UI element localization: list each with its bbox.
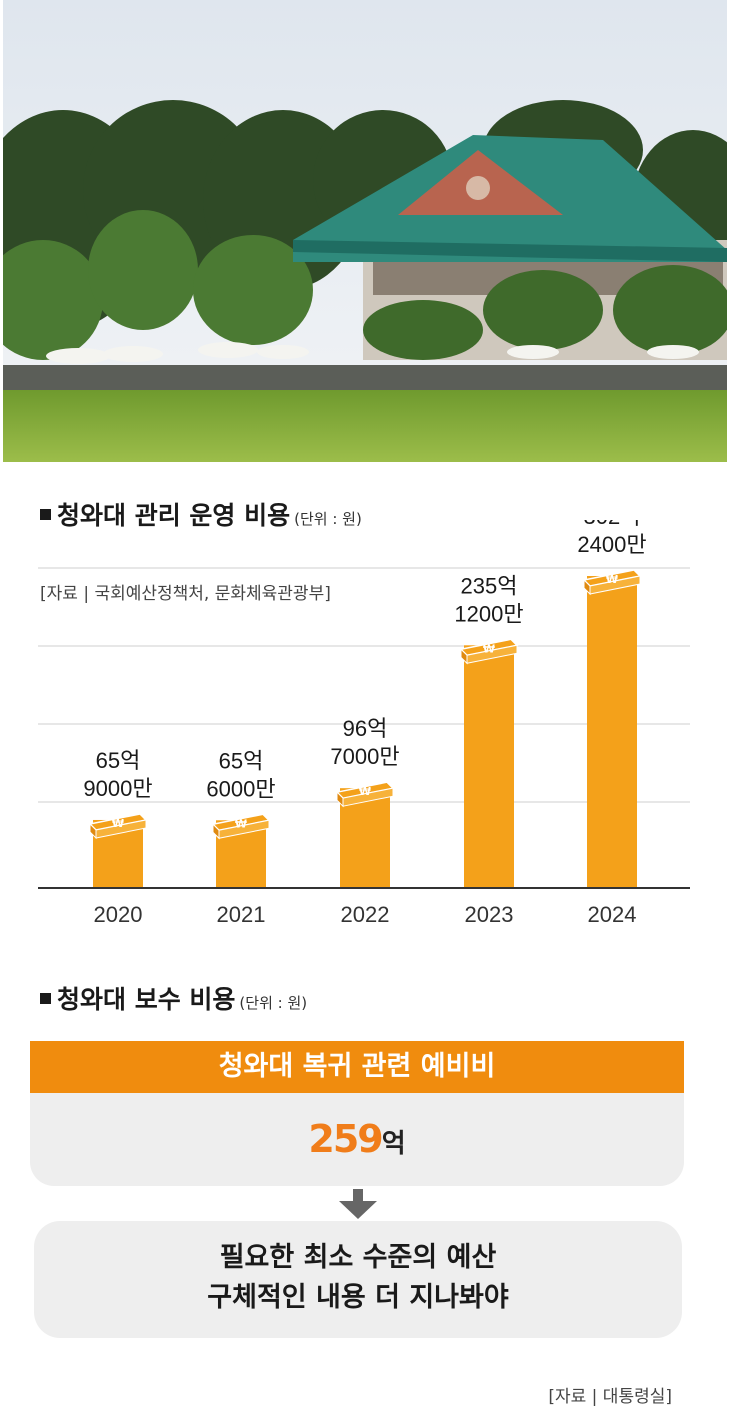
money-stack-icon: ₩ — [335, 781, 395, 808]
bullet-square-icon — [40, 508, 51, 520]
blue-house-photo — [3, 0, 727, 462]
cost-bar-chart: ₩65억 9000만 2020 ₩65억 6000만 2021 ₩96억 7000만 2022 ₩… — [38, 520, 690, 927]
svg-text:₩: ₩ — [483, 642, 495, 655]
note-line-2: 구체적인 내용 더 지나봐야 — [207, 1282, 509, 1313]
down-arrow-icon — [339, 1189, 377, 1219]
chart2-title: 청와대 보수 비용 (단위 : 원) — [40, 980, 307, 1016]
svg-text:₩: ₩ — [359, 785, 371, 798]
chart2-source: [자료 | 대통령실] — [548, 1387, 672, 1407]
note-box: 필요한 최소 수준의 예산 구체적인 내용 더 지나봐야 — [34, 1221, 682, 1338]
x-tick-label-2022: 2022 — [341, 902, 390, 927]
value-label-2022-line2: 7000만 — [330, 744, 399, 769]
x-tick-label-2021: 2021 — [217, 902, 266, 927]
value-label-2023-line1: 235억 — [461, 573, 518, 598]
value-label-2021-line1: 65억 — [219, 748, 264, 773]
value-label-2023-line2: 1200만 — [454, 601, 523, 626]
money-stack-icon: ₩ — [211, 813, 271, 840]
chart1-unit: (단위 : 원) — [294, 510, 362, 528]
svg-text:₩: ₩ — [606, 573, 618, 586]
bullet-square-icon — [40, 992, 51, 1004]
chart1-title-text: 청와대 관리 운영 비용 — [57, 501, 291, 530]
chart2-title-text: 청와대 보수 비용 — [57, 985, 236, 1014]
value-label-2024-line2: 2400만 — [577, 532, 646, 557]
chart1-source: [자료 | 국회예산정책처, 문화체육관광부] — [40, 584, 331, 604]
value-label-2021-line2: 6000만 — [206, 776, 275, 801]
value-label-2024-line1: 302억 — [584, 520, 641, 529]
value-label-2020-line2: 9000만 — [83, 776, 152, 801]
money-stack-icon: ₩ — [459, 638, 519, 665]
reserve-fund-banner: 청와대 복귀 관련 예비비 — [30, 1041, 684, 1093]
money-stack-icon: ₩ — [88, 813, 148, 840]
bar-2023 — [464, 645, 514, 888]
chart1-title: 청와대 관리 운영 비용 (단위 : 원) — [40, 496, 362, 532]
x-tick-label-2024: 2024 — [588, 902, 637, 927]
x-tick-label-2020: 2020 — [94, 902, 143, 927]
reserve-fund-amount-unit: 억 — [381, 1129, 406, 1159]
value-label-2020-line1: 65억 — [96, 748, 141, 773]
money-stack-icon: ₩ — [582, 569, 642, 596]
reserve-fund-amount-box: 259억 — [30, 1093, 684, 1186]
chart2-unit: (단위 : 원) — [239, 994, 308, 1012]
svg-text:₩: ₩ — [112, 817, 124, 830]
svg-text:₩: ₩ — [235, 817, 247, 830]
x-tick-label-2023: 2023 — [465, 902, 514, 927]
reserve-fund-amount: 259 — [308, 1117, 383, 1161]
note-line-1: 필요한 최소 수준의 예산 — [219, 1242, 497, 1273]
value-label-2022-line1: 96억 — [343, 716, 388, 741]
bar-2024 — [587, 576, 637, 888]
